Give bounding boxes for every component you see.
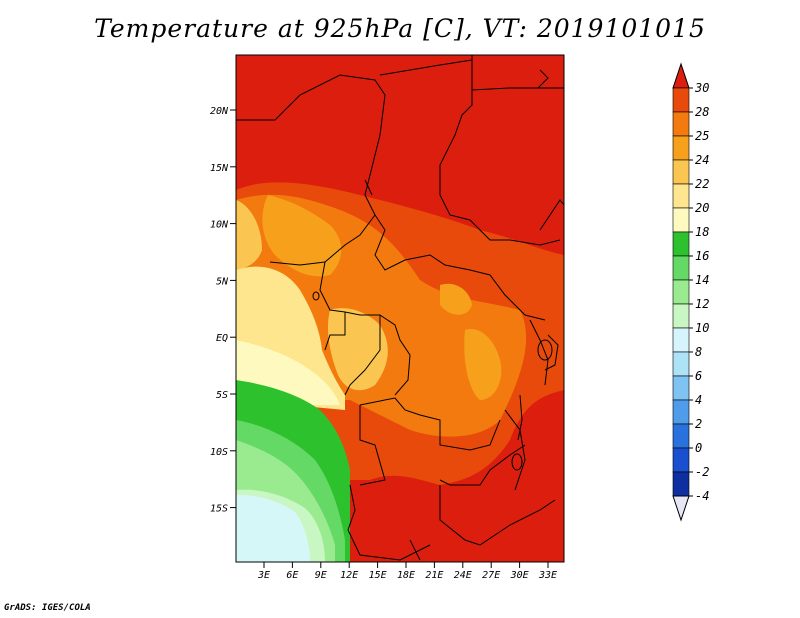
colorbar-swatch: [672, 351, 690, 377]
lon-tick-label: 15E: [369, 570, 387, 581]
country-borders: [236, 55, 564, 561]
colorbar-swatch: [672, 159, 690, 185]
lon-tick-label: 6E: [286, 570, 298, 581]
colorbar-label: 14: [695, 273, 709, 287]
latitude-axis: 20N 15N 10N 5N EQ 5S 10S 15S: [210, 106, 236, 515]
colorbar-swatch: [672, 303, 690, 329]
map-frame: [235, 54, 565, 563]
lat-tick-label: EQ: [216, 333, 228, 344]
map-field: [236, 55, 564, 562]
lon-tick-label: 30E: [510, 570, 529, 581]
lon-tick-label: 3E: [257, 570, 270, 581]
colorbar-swatch: [672, 231, 690, 257]
colorbar-label: 18: [695, 225, 709, 239]
lat-tick-label: 15S: [210, 504, 228, 515]
colorbar-label: 20: [695, 201, 709, 215]
colorbar-swatch: [672, 279, 690, 305]
longitude-axis: 3E 6E 9E 12E 15E 18E 21E 24E 27E 30E 33E: [257, 562, 557, 581]
colorbar-swatch: [672, 423, 690, 449]
lon-tick-label: 18E: [397, 570, 415, 581]
colorbar-swatch: [672, 135, 690, 161]
lon-tick-label: 21E: [425, 570, 443, 581]
chart-title: Temperature at 925hPa [C], VT: 201910101…: [94, 14, 706, 43]
colorbar-label: -4: [695, 489, 709, 503]
colorbar-swatch: [672, 183, 690, 209]
colorbar-label: 8: [695, 345, 702, 359]
colorbar-label: 6: [695, 369, 702, 383]
colorbar-label: -2: [695, 465, 709, 479]
colorbar-swatch: [672, 87, 690, 113]
lon-tick-label: 9E: [315, 570, 327, 581]
colorbar-swatch: [672, 207, 690, 233]
lat-tick-label: 5S: [216, 390, 228, 401]
colorbar-label: 28: [695, 105, 709, 119]
lon-tick-label: 24E: [454, 570, 472, 581]
lat-tick-label: 5N: [216, 276, 229, 287]
colorbar-swatch: [672, 255, 690, 281]
colorbar-swatch: [672, 471, 690, 497]
lon-tick-label: 27E: [482, 570, 500, 581]
grads-credit: GrADS: IGES/COLA: [4, 603, 91, 613]
colorbar-bottom-arrow: [672, 495, 690, 522]
colorbar-label: 0: [695, 441, 702, 455]
colorbar-swatch: [672, 327, 690, 353]
lat-tick-label: 10S: [210, 447, 228, 458]
lon-tick-label: 33E: [538, 570, 557, 581]
colorbar-label: 22: [695, 177, 709, 191]
colorbar-label: 4: [695, 393, 702, 407]
colorbar-swatch: [672, 447, 690, 473]
colorbar-swatch: [672, 375, 690, 401]
lat-tick-label: 10N: [210, 220, 229, 231]
lakes: [312, 69, 553, 471]
colorbar-label: 12: [695, 297, 709, 311]
colorbar-label: 24: [695, 153, 709, 167]
lon-tick-label: 12E: [340, 570, 358, 581]
colorbar-label: 25: [695, 129, 709, 143]
colorbar-label: 30: [694, 81, 709, 95]
colorbar-swatch: [672, 399, 690, 425]
lat-tick-label: 20N: [210, 106, 229, 117]
lat-tick-label: 15N: [210, 163, 229, 174]
colorbar-swatch: [672, 111, 690, 137]
colorbar-label: 16: [695, 249, 709, 263]
colorbar-label: 2: [695, 417, 702, 431]
colorbar-label: 10: [695, 321, 709, 335]
colorbar-top-arrow: [672, 62, 690, 89]
